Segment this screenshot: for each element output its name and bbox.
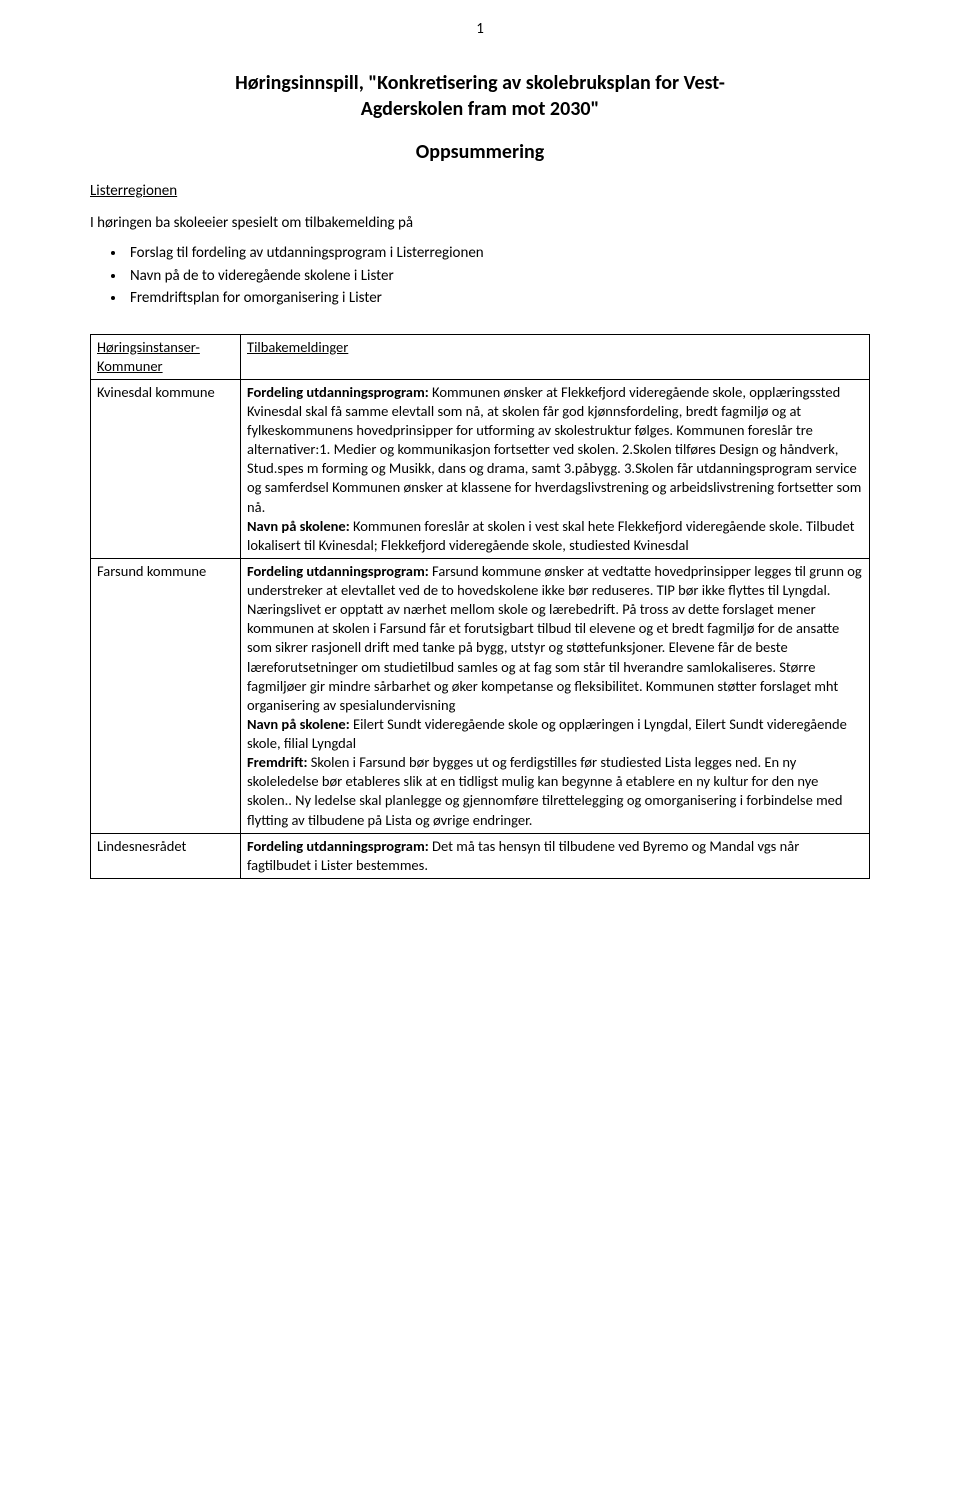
page-number: 1 (476, 20, 484, 38)
table-row: Farsund kommune Fordeling utdanningsprog… (91, 558, 870, 833)
feedback-text: Farsund kommune ønsker at vedtatte hoved… (247, 562, 862, 714)
bullet-item: Navn på de to videregående skolene i Lis… (126, 265, 870, 288)
bullet-item: Forslag til fordeling av utdanningsprogr… (126, 242, 870, 265)
bullet-item: Fremdriftsplan for omorganisering i List… (126, 287, 870, 310)
feedback-label: Navn på skolene: (247, 517, 350, 535)
document-page: 1 Høringsinnspill, "Konkretisering av sk… (0, 0, 960, 1511)
feedback-cell: Fordeling utdanningsprogram: Det må tas … (241, 833, 870, 878)
feedback-text: Kommunen ønsker at Flekkefjord videregåe… (247, 383, 861, 516)
header-left-1: Høringsinstanser- (97, 338, 200, 356)
feedback-label: Fremdrift: (247, 753, 307, 771)
feedback-text: Skolen i Farsund bør bygges ut og ferdig… (247, 753, 843, 828)
title-block: Høringsinnspill, "Konkretisering av skol… (90, 70, 870, 164)
table-header-row: Høringsinstanser- Kommuner Tilbakemeldin… (91, 334, 870, 379)
kommune-cell: Farsund kommune (91, 558, 241, 833)
header-left-2: Kommuner (97, 357, 163, 375)
region-heading: Listerregionen (90, 182, 870, 200)
feedback-label: Fordeling utdanningsprogram: (247, 383, 429, 401)
kommune-cell: Lindesnesrådet (91, 833, 241, 878)
header-tilbakemeldinger: Tilbakemeldinger (241, 334, 870, 379)
feedback-cell: Fordeling utdanningsprogram: Kommunen øn… (241, 379, 870, 558)
title-line-1: Høringsinnspill, "Konkretisering av skol… (90, 70, 870, 96)
table-row: Lindesnesrådet Fordeling utdanningsprogr… (91, 833, 870, 878)
feedback-label: Fordeling utdanningsprogram: (247, 562, 429, 580)
feedback-label: Fordeling utdanningsprogram: (247, 837, 429, 855)
intro-text: I høringen ba skoleeier spesielt om tilb… (90, 214, 870, 232)
kommune-cell: Kvinesdal kommune (91, 379, 241, 558)
subtitle: Oppsummering (90, 140, 870, 164)
feedback-cell: Fordeling utdanningsprogram: Farsund kom… (241, 558, 870, 833)
feedback-table: Høringsinstanser- Kommuner Tilbakemeldin… (90, 334, 870, 879)
bullet-list: Forslag til fordeling av utdanningsprogr… (90, 242, 870, 310)
feedback-label: Navn på skolene: (247, 715, 350, 733)
header-kommuner: Høringsinstanser- Kommuner (91, 334, 241, 379)
title-line-2: Agderskolen fram mot 2030" (90, 96, 870, 122)
table-row: Kvinesdal kommune Fordeling utdanningspr… (91, 379, 870, 558)
